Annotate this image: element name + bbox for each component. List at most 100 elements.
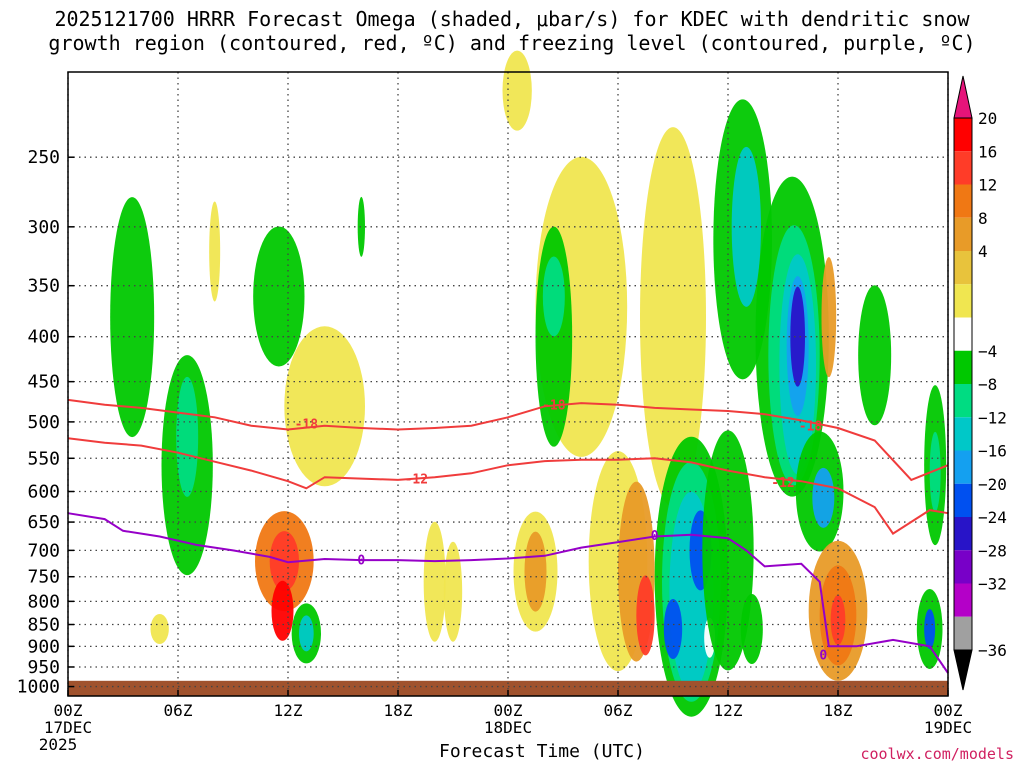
x-tick-label: 00Z	[54, 701, 83, 720]
x-tick-label: 18Z	[824, 701, 853, 720]
y-tick-label: 550	[27, 448, 60, 469]
y-tick-label: 600	[27, 482, 60, 503]
x-tick-label: 06Z	[164, 701, 193, 720]
colorbar-label: −32	[978, 575, 1007, 594]
colorbar-segment	[954, 616, 972, 650]
y-tick-label: 250	[27, 147, 60, 168]
omega-cell	[271, 580, 294, 641]
omega-cell	[663, 598, 683, 659]
omega-cell	[924, 608, 936, 649]
colorbar-segment	[954, 417, 972, 451]
omega-cell	[731, 146, 761, 307]
y-tick-label: 800	[27, 591, 60, 612]
colorbar-label: −20	[978, 475, 1007, 494]
contour-label: -18	[295, 417, 319, 432]
colorbar-label: −36	[978, 641, 1007, 660]
colorbar-segment	[954, 483, 972, 517]
x-tick-date-label: 17DEC	[44, 718, 92, 737]
x-tick-label: 12Z	[274, 701, 303, 720]
colorbar-segment	[954, 450, 972, 484]
omega-cell	[209, 201, 221, 302]
x-tick-label: 12Z	[714, 701, 743, 720]
omega-cell	[542, 256, 565, 337]
colorbar-segment	[954, 184, 972, 218]
colorbar-segment	[954, 251, 972, 285]
dgz-contour: -12 -12	[67, 437, 949, 535]
contour-line	[67, 398, 949, 482]
x-axis-label: Forecast Time (UTC)	[439, 741, 645, 762]
y-tick-label: 950	[27, 657, 60, 678]
colorbar-label: −24	[978, 508, 1007, 527]
colorbar-segment	[954, 284, 972, 318]
colorbar-label: −28	[978, 541, 1007, 560]
contour-label: 0	[819, 649, 827, 664]
omega-cell	[830, 594, 846, 645]
y-tick-label: 750	[27, 567, 60, 588]
colorbar-segment	[954, 151, 972, 185]
omega-cell	[253, 226, 305, 367]
omega-cell	[284, 326, 365, 487]
colorbar-segment	[954, 317, 972, 351]
omega-cell	[357, 196, 366, 257]
y-tick-label: 850	[27, 615, 60, 636]
colorbar-segment	[954, 550, 972, 584]
y-tick-label: 350	[27, 276, 60, 297]
colorbar-segment	[954, 118, 972, 152]
omega-shading	[110, 50, 947, 717]
contour-label: 0	[357, 554, 365, 569]
x-tick-year-label: 2025	[39, 735, 78, 754]
x-tick-date-label: 18DEC	[484, 718, 532, 737]
omega-cell	[636, 575, 655, 656]
chart-title-line2: growth region (contoured, red, ºC) and f…	[48, 31, 976, 55]
x-tick-label: 18Z	[384, 701, 413, 720]
chart-title-line1: 2025121700 HRRR Forecast Omega (shaded, …	[54, 7, 970, 31]
x-tick-label: 00Z	[934, 701, 963, 720]
x-tick-date-label: 19DEC	[924, 718, 972, 737]
omega-cell	[423, 521, 446, 642]
omega-cell	[110, 197, 155, 438]
contour-label: -18	[542, 399, 566, 414]
y-tick-label: 900	[27, 636, 60, 657]
colorbar-label: 20	[978, 109, 997, 128]
colorbar-label: 8	[978, 209, 988, 228]
contour-line	[67, 437, 949, 535]
colorbar-top-cap	[953, 75, 973, 119]
y-tick-label: 700	[27, 540, 60, 561]
omega-cell	[821, 257, 837, 378]
colorbar-bottom-cap	[953, 649, 973, 691]
omega-cell	[443, 541, 463, 642]
dgz-contour: -18 -18 -18	[67, 398, 949, 482]
colorbar-label: 4	[978, 242, 988, 261]
colorbar-label: 16	[978, 142, 997, 161]
freezing-level-contour: 0 0 0	[67, 512, 949, 674]
contour-label: -12	[405, 473, 428, 488]
y-axis: 2503003504004505005506006507007508008509…	[17, 147, 74, 698]
colorbar-label: 12	[978, 176, 997, 195]
omega-cell	[524, 531, 547, 612]
omega-cell	[858, 285, 892, 426]
colorbar-label: −8	[978, 375, 997, 394]
x-tick-label: 00Z	[494, 701, 523, 720]
colorbar-segment	[954, 517, 972, 551]
contour-label: -18	[799, 420, 823, 435]
colorbar-label: −4	[978, 342, 997, 361]
y-tick-label: 500	[27, 412, 60, 433]
y-tick-label: 1000	[17, 677, 60, 698]
contour-label: -12	[771, 476, 794, 491]
colorbar-segment	[954, 350, 972, 384]
y-tick-label: 450	[27, 372, 60, 393]
contour-label: 0	[651, 529, 659, 544]
y-tick-label: 300	[27, 217, 60, 238]
omega-cell	[176, 376, 199, 497]
y-tick-label: 400	[27, 327, 60, 348]
omega-cell	[502, 50, 532, 131]
omega-cell	[640, 127, 706, 508]
y-tick-label: 650	[27, 512, 60, 533]
colorbar-label: −16	[978, 442, 1007, 461]
colorbar-segment	[954, 217, 972, 251]
colorbar-segment	[954, 583, 972, 617]
x-tick-label: 06Z	[604, 701, 633, 720]
colorbar: 20 16 12 8 4 −4 −8 −12 −16 −20 −24 −28 −32 −36	[953, 75, 1007, 691]
